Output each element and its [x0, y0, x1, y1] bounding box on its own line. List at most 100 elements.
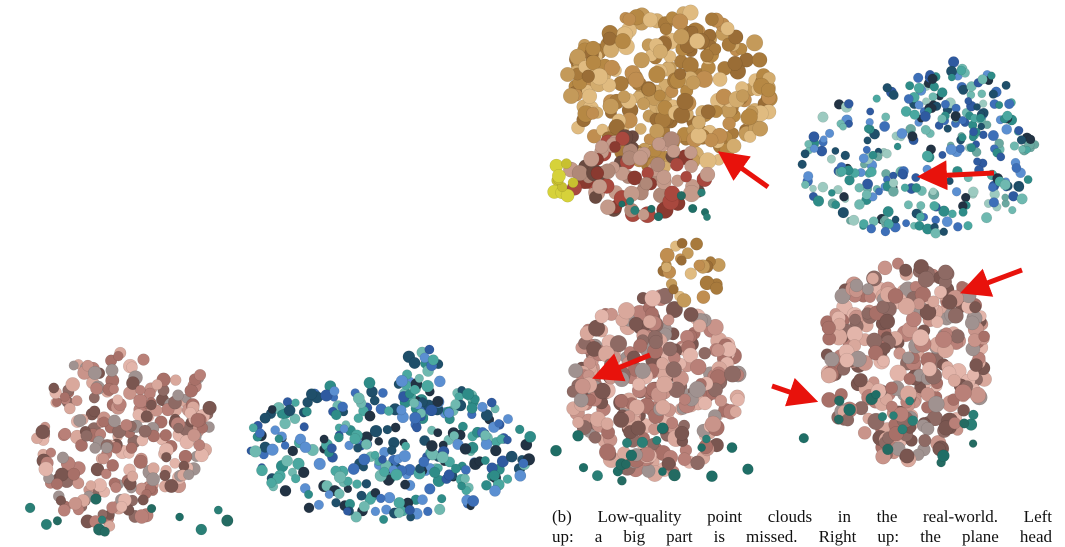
point [908, 131, 918, 141]
point [844, 99, 853, 108]
point [862, 283, 873, 294]
point [525, 431, 536, 442]
point [910, 110, 920, 120]
point [214, 506, 222, 514]
point [633, 150, 648, 165]
point [872, 390, 881, 399]
point [838, 207, 849, 218]
point [917, 201, 926, 210]
point [467, 403, 478, 414]
point [732, 393, 745, 406]
point [113, 351, 123, 361]
caption-line: up: a big part is missed. Right up: the … [552, 527, 1052, 547]
point [919, 434, 932, 447]
point [712, 344, 725, 357]
point [376, 494, 385, 503]
point [480, 430, 490, 440]
point [883, 149, 892, 158]
point [477, 402, 487, 412]
point [396, 405, 406, 415]
point [818, 182, 828, 192]
point [629, 317, 643, 331]
point [409, 412, 421, 424]
point [378, 388, 387, 397]
point [918, 271, 934, 287]
point [877, 301, 890, 314]
point [568, 364, 582, 378]
point [173, 423, 183, 433]
point [371, 507, 380, 516]
point [25, 503, 35, 513]
point [689, 33, 705, 49]
point [915, 101, 924, 110]
point [391, 423, 400, 432]
point [298, 467, 309, 478]
point [746, 35, 763, 52]
figure [0, 0, 1065, 542]
point [634, 52, 650, 68]
point [338, 402, 348, 412]
point [410, 385, 419, 394]
point [139, 425, 151, 437]
point [937, 88, 947, 98]
point [883, 83, 892, 92]
point [506, 451, 517, 462]
point [855, 183, 864, 192]
point [489, 485, 500, 496]
point [147, 504, 156, 513]
point [422, 380, 434, 392]
point [426, 440, 437, 451]
point [882, 444, 893, 455]
point [640, 177, 653, 190]
point [424, 484, 435, 495]
point [320, 435, 329, 444]
point [437, 451, 449, 463]
point [643, 13, 658, 28]
point [867, 167, 877, 177]
point [350, 433, 361, 444]
point [619, 201, 626, 208]
point [978, 75, 988, 85]
point [623, 13, 636, 26]
point [701, 105, 715, 119]
point [249, 424, 258, 433]
point [822, 321, 836, 335]
point [384, 492, 395, 503]
point [953, 222, 962, 231]
point [854, 373, 868, 387]
point [572, 417, 583, 428]
point [660, 248, 674, 262]
point [107, 459, 119, 471]
point [284, 405, 295, 416]
point [681, 171, 692, 182]
point [628, 72, 644, 88]
point [101, 442, 112, 453]
point [618, 302, 635, 319]
point [587, 107, 599, 119]
point [672, 14, 688, 30]
point [568, 178, 578, 188]
point [849, 314, 860, 325]
point [922, 151, 933, 162]
point [300, 422, 309, 431]
point [820, 136, 827, 143]
point [599, 444, 616, 461]
point [995, 101, 1003, 109]
point [135, 509, 149, 523]
point [89, 406, 100, 417]
point [353, 393, 364, 404]
point [603, 98, 619, 114]
point [591, 167, 604, 180]
point [691, 456, 705, 470]
point [669, 285, 679, 295]
point [281, 441, 289, 449]
point [645, 290, 661, 306]
point [1002, 124, 1012, 134]
point [133, 394, 147, 408]
point [462, 388, 474, 400]
point [409, 398, 419, 408]
point [959, 134, 967, 142]
point [327, 444, 336, 453]
point [937, 450, 949, 462]
point [357, 491, 367, 501]
